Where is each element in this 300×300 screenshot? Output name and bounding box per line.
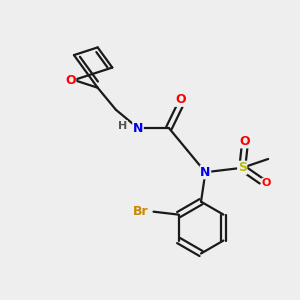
Text: S: S <box>238 161 247 174</box>
Text: H: H <box>118 121 127 131</box>
Text: O: O <box>65 74 76 86</box>
Text: N: N <box>200 166 211 179</box>
Text: N: N <box>133 122 143 135</box>
Text: O: O <box>239 135 250 148</box>
Text: O: O <box>262 178 272 188</box>
Text: Br: Br <box>133 205 148 218</box>
Text: O: O <box>176 93 186 106</box>
